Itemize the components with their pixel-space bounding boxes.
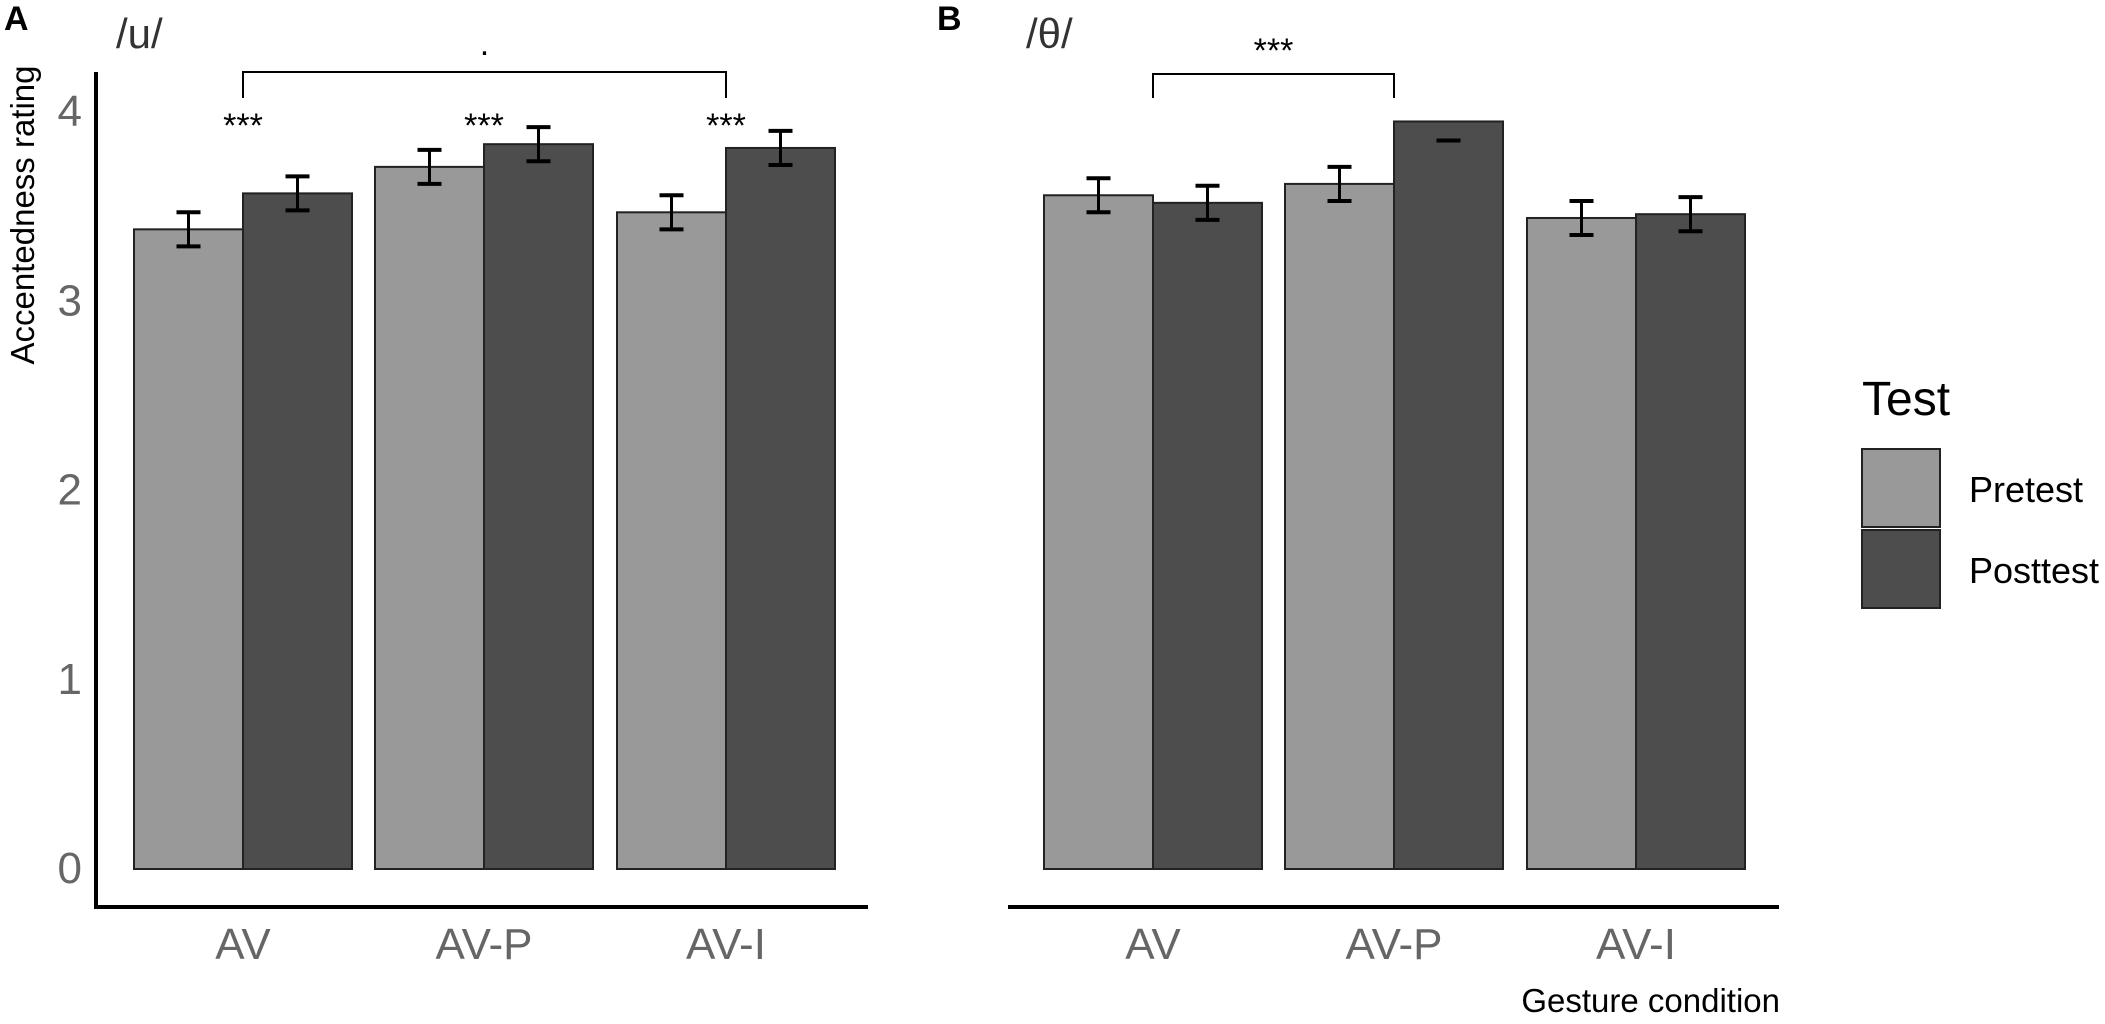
panel-a-title: /u/: [116, 10, 163, 57]
y-tick-label: 0: [58, 844, 82, 893]
panel-a-significance-bracket: [242, 71, 727, 98]
panel-a-bar-pretest-av-i: [616, 211, 727, 871]
panel-a-bracket-significance: .: [480, 25, 489, 63]
panel-a-significance-av-i: ***: [706, 107, 746, 145]
x-tick-label-av: AV: [215, 920, 271, 969]
panel-a-error-bar: [417, 147, 442, 186]
panel-a-error-bar: [768, 128, 793, 167]
legend-swatch-pretest: [1861, 448, 1941, 528]
legend: Test Pretest Posttest: [1861, 373, 2099, 609]
panel-b-bar-pretest-av-p: [1284, 182, 1395, 871]
panel-a-y-ticks: 0 1 2 3 4: [58, 87, 82, 893]
panel-b-error-bar: [1086, 176, 1111, 215]
panel-b-bar-posttest-av-i: [1635, 213, 1746, 870]
panel-b-error-bar: [1327, 164, 1352, 203]
legend-label-pretest: Pretest: [1969, 469, 2083, 510]
panel-b-error-bar: [1569, 198, 1594, 238]
panel-b-title: /θ/: [1026, 10, 1073, 57]
y-tick-label: 3: [58, 276, 82, 325]
panel-a-bar-pretest-av: [133, 228, 244, 870]
panel-b-bars: [1043, 120, 1746, 871]
panel-b-bar-posttest-av: [1152, 201, 1263, 870]
panel-a-annotations: *** *** ***.: [223, 25, 746, 145]
panel-b-bracket-significance: ***: [1254, 32, 1294, 70]
panel-b-x-tick-labels: AV AV-P AV-I: [1125, 920, 1676, 969]
panel-a-bar-posttest-av-p: [483, 143, 594, 871]
legend-title: Test: [1862, 373, 1950, 426]
y-tick-label: 4: [58, 87, 82, 136]
x-tick-label-av-p: AV-P: [1345, 920, 1442, 969]
panel-b-significance-bracket: [1152, 73, 1395, 98]
panel-b-error-bar: [1678, 195, 1703, 234]
x-tick-label-av-i: AV-I: [1596, 920, 1676, 969]
panel-b-bar-pretest-av: [1043, 194, 1154, 870]
y-tick-label: 1: [58, 655, 82, 704]
panel-a-error-bar: [526, 125, 551, 164]
legend-label-posttest: Posttest: [1969, 550, 2099, 591]
panel-a-error-bar: [176, 210, 201, 249]
panel-a-error-bar: [285, 174, 310, 213]
x-axis-title: Gesture condition: [1521, 982, 1780, 1019]
panel-a-bar-posttest-av: [242, 192, 353, 870]
x-tick-label-av-p: AV-P: [435, 920, 532, 969]
panel-a-significance-av: ***: [223, 107, 263, 145]
panel-b-error-bar: [1195, 183, 1220, 222]
panel-b-bar-pretest-av-i: [1526, 216, 1637, 871]
panel-b-annotations: ***: [1152, 32, 1395, 98]
panel-b-bar-posttest-av-p: [1393, 120, 1504, 870]
x-tick-label-av-i: AV-I: [686, 920, 766, 969]
panel-b: B /θ/ Gesture condition AV AV-P AV-I ***: [937, 0, 1780, 1019]
panel-b-label: B: [937, 0, 962, 38]
panel-a-label: A: [4, 0, 29, 38]
y-tick-label: 2: [58, 466, 82, 515]
panel-a-error-bar: [659, 193, 684, 232]
x-tick-label-av: AV: [1125, 920, 1181, 969]
panel-a-bar-pretest-av-p: [374, 165, 485, 870]
panel-a-x-tick-labels: AV AV-P AV-I: [215, 920, 766, 969]
panel-a-significance-av-p: ***: [464, 107, 504, 145]
panel-a-bar-posttest-av-i: [725, 146, 836, 870]
panel-a-bars: [133, 125, 836, 871]
legend-swatch-posttest: [1861, 529, 1941, 609]
y-axis-title: Accentedness rating: [4, 65, 41, 364]
